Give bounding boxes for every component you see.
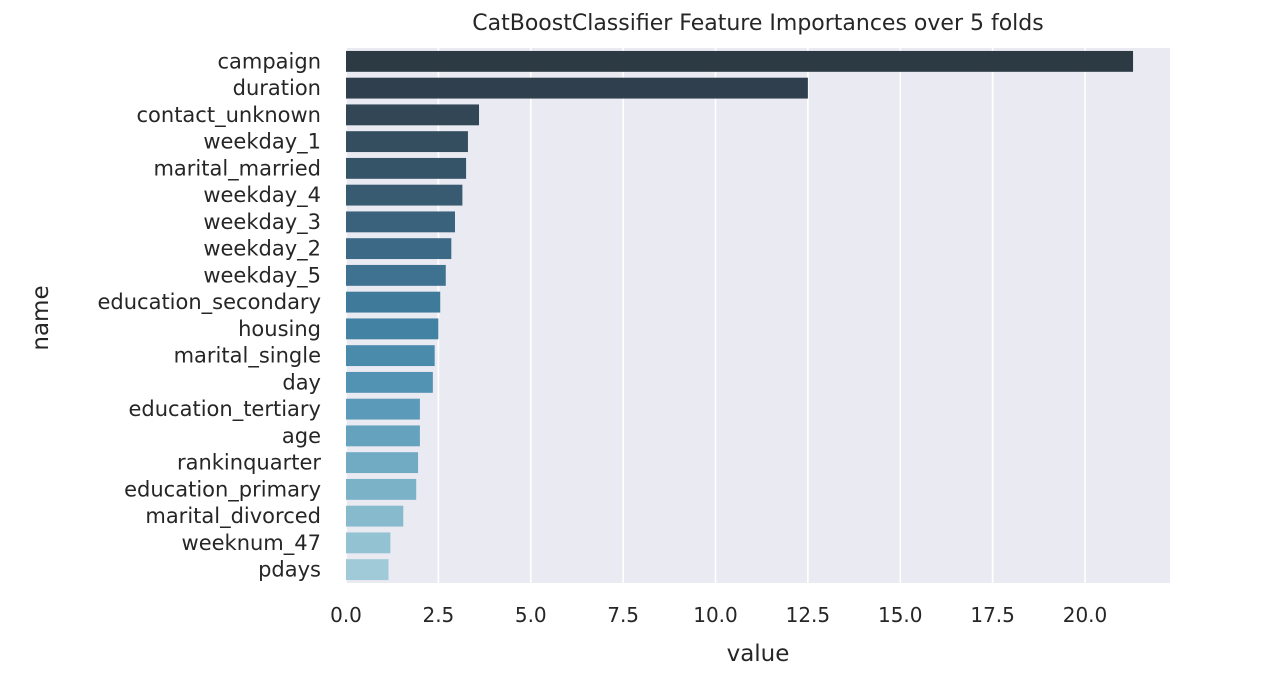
y-tick-labels: campaign duration contact_unknownweekday_1…	[97, 49, 321, 581]
y-tick-label: marital_married	[153, 156, 321, 181]
y-tick-label: rankinquarter	[177, 451, 321, 475]
x-tick-label: 2.5	[422, 603, 454, 627]
x-tick-label: 0.0	[330, 603, 362, 627]
bar-education-secondary	[346, 291, 441, 313]
bar-education-primary	[346, 478, 417, 500]
y-tick-label: weekday_4	[203, 183, 321, 208]
y-tick-label: weekday_2	[203, 237, 321, 262]
y-tick-label: housing	[238, 317, 321, 341]
y-tick-label: marital_divorced	[145, 504, 321, 529]
bar-education-tertiary	[346, 398, 420, 420]
bars	[346, 50, 1134, 581]
y-tick-label: pdays	[258, 558, 321, 582]
bar-weekday-3	[346, 211, 456, 233]
bar-day	[346, 371, 433, 393]
y-tick-label: weekday_1	[203, 130, 321, 155]
bar-rankinquarter	[346, 452, 419, 474]
bar-marital-single	[346, 345, 435, 367]
y-tick-label: weekday_3	[203, 210, 321, 235]
x-tick-label: 15.0	[878, 603, 923, 627]
bar-weekday-4	[346, 184, 463, 206]
x-tick-label: 17.5	[970, 603, 1015, 627]
chart-title: CatBoostClassifier Feature Importances o…	[472, 11, 1043, 36]
bar-weeknum-47	[346, 532, 391, 554]
plot-background	[346, 48, 1170, 583]
bar-campaign	[346, 50, 1134, 72]
x-tick-label: 5.0	[515, 603, 547, 627]
x-tick-labels: 0.0 2.5 5.0 7.5 10.0 12.5 15.0 17.5 20.0	[330, 603, 1107, 627]
bar-marital-divorced	[346, 505, 404, 527]
bar-weekday-5	[346, 264, 446, 286]
bar-contact-unknown	[346, 104, 480, 126]
y-tick-label: campaign	[217, 49, 321, 73]
y-tick-label: duration	[233, 76, 321, 100]
y-tick-label: day	[282, 370, 321, 394]
bar-age	[346, 425, 420, 447]
y-tick-label: marital_single	[174, 344, 321, 369]
bar-duration	[346, 77, 808, 99]
bar-weekday-2	[346, 238, 452, 260]
y-tick-label: education_secondary	[97, 290, 321, 315]
x-tick-label: 7.5	[607, 603, 639, 627]
y-tick-label: contact_unknown	[136, 103, 321, 128]
bar-weekday-1	[346, 131, 468, 153]
y-tick-label: education_tertiary	[129, 397, 322, 422]
x-tick-label: 20.0	[1063, 603, 1108, 627]
y-axis-label: name	[28, 285, 54, 350]
bar-housing	[346, 318, 439, 340]
bar-pdays	[346, 559, 389, 581]
x-tick-label: 10.0	[693, 603, 738, 627]
y-tick-label: weekday_5	[203, 263, 321, 288]
y-tick-label: education_primary	[124, 477, 321, 502]
x-axis-label: value	[727, 641, 790, 667]
x-tick-label: 12.5	[786, 603, 831, 627]
y-tick-label: weeknum_47	[182, 531, 321, 556]
y-tick-label: age	[282, 424, 321, 448]
bar-marital-married	[346, 157, 467, 179]
